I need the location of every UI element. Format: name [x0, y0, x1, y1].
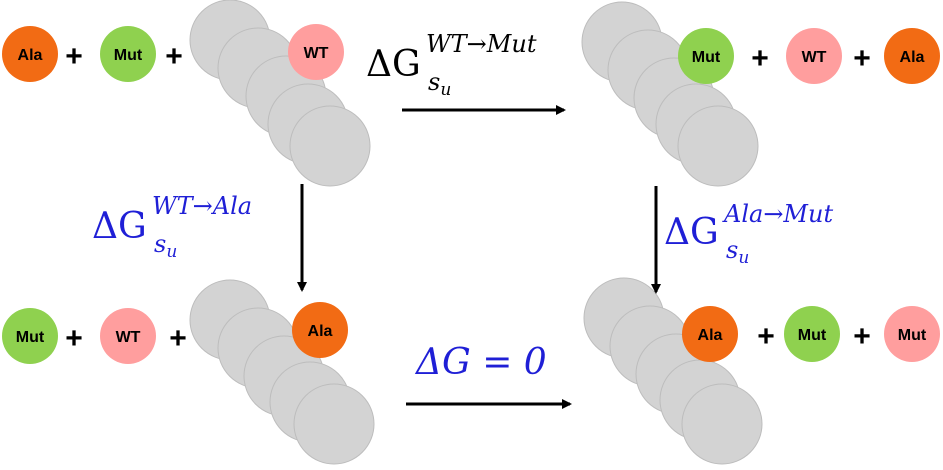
plus-sign: +	[65, 40, 83, 73]
svg-text:ΔG = 0: ΔG = 0	[414, 342, 547, 383]
svg-text:Ala: Ala	[18, 47, 43, 64]
plus-sign: +	[65, 322, 83, 355]
svg-text:WT→Mut: WT→Mut	[426, 30, 537, 58]
svg-text:Ala: Ala	[900, 49, 925, 66]
plus-sign: +	[757, 320, 775, 353]
protein-chain	[583, 277, 763, 465]
equation-right: ΔG su Ala→Mut	[664, 200, 833, 268]
svg-text:su: su	[428, 68, 451, 100]
svg-text:Mut: Mut	[114, 47, 143, 64]
svg-text:Mut: Mut	[692, 49, 721, 66]
svg-text:Ala: Ala	[698, 327, 723, 344]
residue-mut-pink: Mut	[884, 306, 940, 362]
state-top-left: Ala + Mut + WT	[2, 0, 371, 187]
svg-text:WT→Ala: WT→Ala	[152, 192, 252, 220]
protein-chain	[189, 279, 375, 465]
state-top-right: Mut + WT + Ala	[581, 1, 940, 187]
svg-text:WT: WT	[304, 45, 329, 62]
svg-text:Mut: Mut	[798, 327, 827, 344]
svg-text:Ala→Mut: Ala→Mut	[722, 200, 833, 228]
svg-text:Mut: Mut	[16, 329, 45, 346]
plus-sign: +	[853, 320, 871, 353]
svg-text:WT: WT	[802, 49, 827, 66]
protein-chain	[581, 1, 759, 187]
svg-text:ΔG: ΔG	[664, 212, 719, 253]
residue-mut: Mut	[100, 26, 156, 82]
residue-ala: Ala	[884, 28, 940, 84]
svg-text:su: su	[726, 236, 749, 268]
equation-left: ΔG su WT→Ala	[92, 192, 252, 262]
plus-sign: +	[169, 322, 187, 355]
svg-text:WT: WT	[116, 329, 141, 346]
plus-sign: +	[853, 42, 871, 75]
svg-text:su: su	[154, 230, 177, 262]
svg-text:ΔG: ΔG	[92, 206, 147, 247]
residue-wt: WT	[786, 28, 842, 84]
plus-sign: +	[751, 42, 769, 75]
svg-text:Ala: Ala	[308, 323, 333, 340]
residue-ala: Ala	[2, 26, 58, 82]
residue-ala: Ala	[292, 302, 348, 358]
state-bottom-right: Ala + Mut + Mut	[583, 277, 940, 465]
residue-wt: WT	[100, 308, 156, 364]
equation-bottom: ΔG = 0	[414, 342, 547, 383]
residue-mut: Mut	[784, 306, 840, 362]
residue-mut: Mut	[2, 308, 58, 364]
residue-wt: WT	[288, 24, 344, 80]
plus-sign: +	[165, 40, 183, 73]
svg-text:ΔG: ΔG	[366, 44, 421, 85]
protein-chain	[189, 0, 371, 187]
state-bottom-left: Mut + WT + Ala	[2, 279, 375, 465]
svg-text:Mut: Mut	[898, 327, 927, 344]
equation-top: ΔG su WT→Mut	[366, 30, 537, 100]
residue-ala: Ala	[682, 306, 738, 362]
residue-mut: Mut	[678, 28, 734, 84]
